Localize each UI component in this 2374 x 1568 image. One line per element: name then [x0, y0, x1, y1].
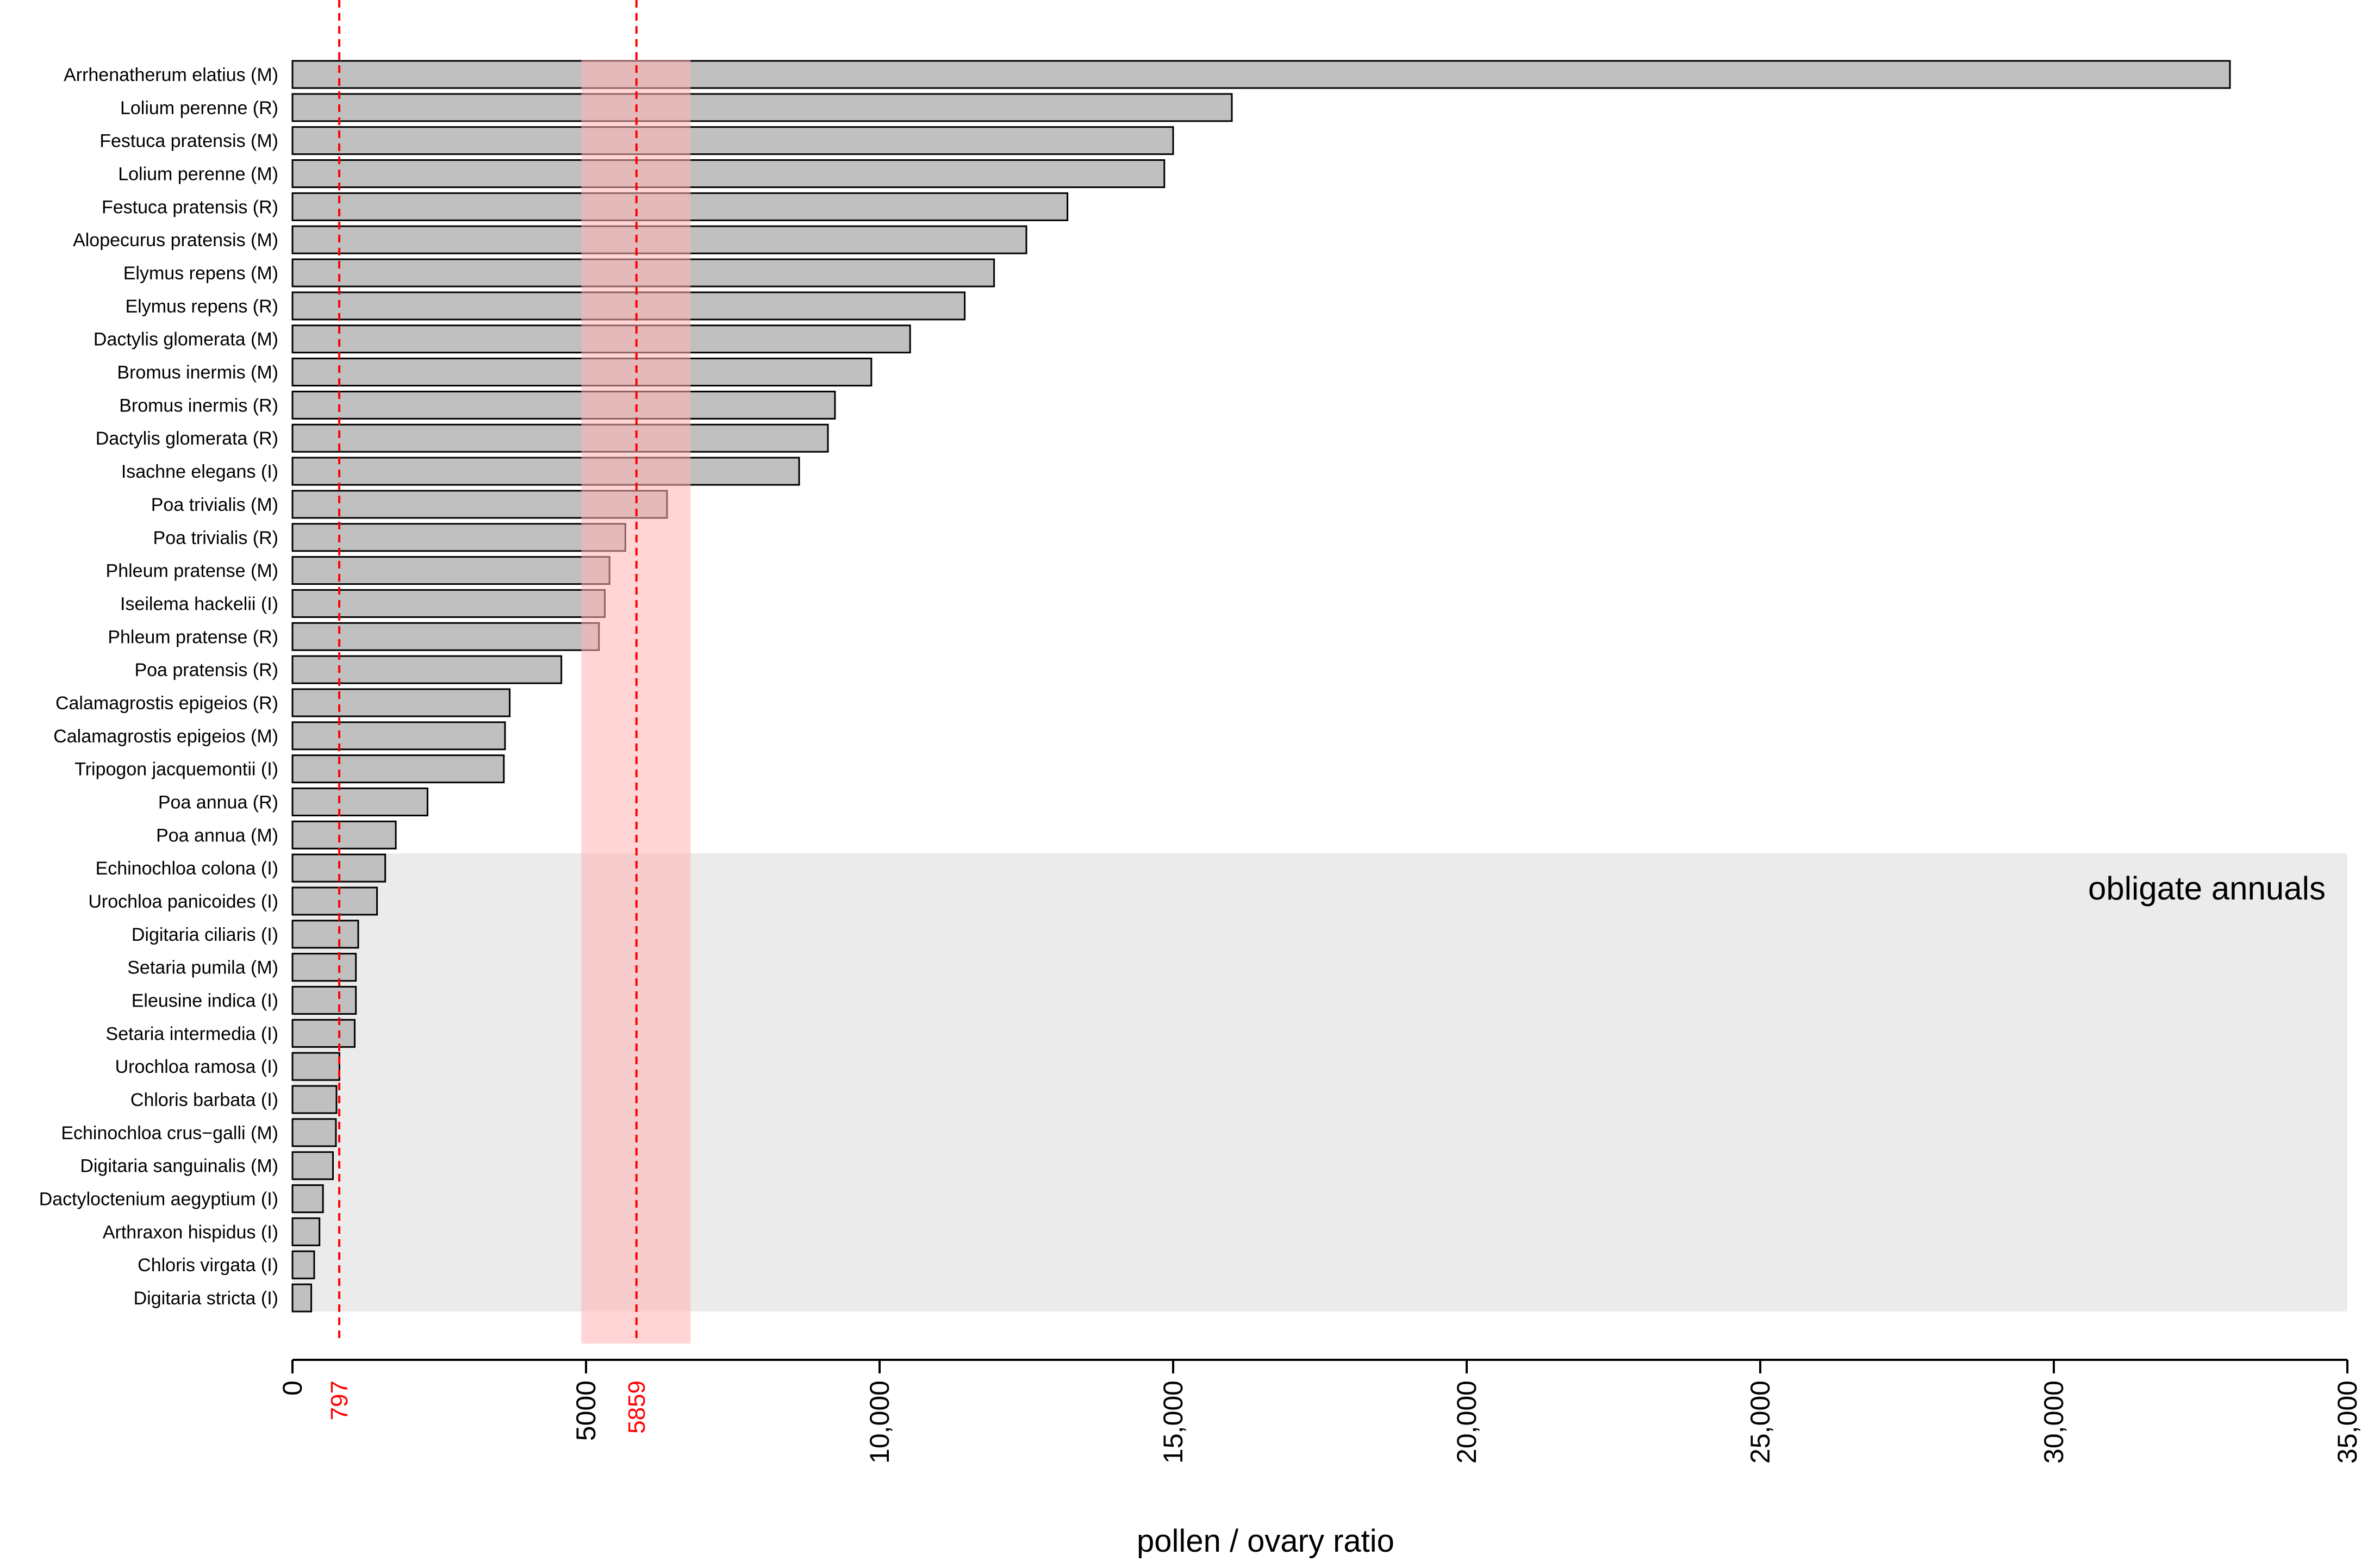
category-label: Poa trivialis (M)	[151, 495, 278, 515]
category-label: Arrhenatherum elatius (M)	[64, 65, 278, 85]
bar	[291, 820, 397, 849]
bar	[291, 423, 829, 453]
category-label: Digitaria ciliaris (I)	[132, 924, 278, 945]
bar	[291, 1283, 313, 1313]
x-tick-label: 10,000	[864, 1380, 895, 1464]
bar	[291, 655, 563, 684]
category-label: Lolium perenne (R)	[120, 98, 278, 118]
category-label: Dactylis glomerata (M)	[94, 329, 278, 350]
bar	[291, 93, 1233, 122]
category-label: Chloris barbata (I)	[130, 1090, 278, 1110]
bar	[291, 159, 1166, 189]
highlight-band	[581, 60, 691, 1344]
category-label: Urochloa panicoides (I)	[88, 891, 278, 912]
bar	[291, 1019, 356, 1048]
bar	[291, 622, 600, 651]
bar	[291, 1250, 315, 1279]
category-label: Echinochloa crus−galli (M)	[61, 1123, 278, 1144]
category-label: Urochloa ramosa (I)	[115, 1057, 278, 1077]
category-label: Alopecurus pratensis (M)	[73, 230, 278, 251]
category-label: Tripogon jacquemontii (I)	[74, 759, 278, 780]
category-label: Calamagrostis epigeios (R)	[55, 693, 278, 714]
category-label: Digitaria sanguinalis (M)	[80, 1156, 278, 1177]
bar	[291, 589, 606, 618]
reference-line-label: 5859	[624, 1380, 650, 1434]
bar	[291, 556, 610, 585]
category-label: Digitaria stricta (I)	[134, 1288, 278, 1309]
bar	[291, 886, 378, 916]
reference-line-label: 797	[326, 1380, 353, 1420]
bar	[291, 920, 359, 949]
category-label: Isachne elegans (I)	[121, 461, 278, 482]
x-tick-label: 15,000	[1158, 1380, 1188, 1464]
bar	[291, 1052, 340, 1081]
bar	[291, 390, 836, 420]
bar	[291, 523, 626, 552]
category-label: Dactylis glomerata (R)	[96, 428, 278, 449]
category-label: Phleum pratense (M)	[106, 561, 278, 582]
bar	[291, 1151, 334, 1180]
category-label: Elymus repens (M)	[123, 263, 278, 284]
bar	[291, 754, 505, 784]
category-label: Lolium perenne (M)	[118, 164, 278, 185]
category-label: Arthraxon hispidus (I)	[103, 1222, 278, 1242]
obligate-annuals-label: obligate annuals	[2088, 870, 2326, 907]
bar	[291, 787, 428, 816]
category-label: Echinochloa colona (I)	[96, 858, 278, 879]
category-label: Iseilema hackelii (I)	[120, 594, 278, 614]
category-label: Setaria intermedia (I)	[106, 1023, 278, 1044]
category-label: Poa annua (M)	[156, 825, 278, 846]
category-label: Festuca pratensis (R)	[102, 197, 278, 217]
x-tick-label: 0	[277, 1380, 308, 1396]
bar	[291, 1085, 338, 1114]
x-tick-label: 35,000	[2332, 1380, 2363, 1464]
bar	[291, 126, 1174, 155]
category-label: Eleusine indica (I)	[132, 991, 278, 1011]
bar	[291, 457, 800, 486]
category-label: Elymus repens (R)	[125, 296, 278, 317]
bar	[291, 1184, 324, 1214]
category-label: Dactyloctenium aegyptium (I)	[39, 1189, 278, 1210]
bar	[291, 1118, 337, 1147]
bar	[291, 688, 511, 717]
category-label: Calamagrostis epigeios (M)	[53, 726, 278, 747]
overlay-group	[338, 0, 691, 1344]
x-tick-label: 30,000	[2039, 1380, 2069, 1464]
category-label: Poa annua (R)	[158, 792, 278, 813]
x-tick-label: 20,000	[1451, 1380, 1482, 1464]
category-label: Phleum pratense (R)	[108, 627, 278, 647]
category-label: Chloris virgata (I)	[138, 1255, 278, 1276]
bar	[291, 986, 357, 1015]
category-label: Bromus inermis (R)	[119, 395, 278, 416]
category-label: Festuca pratensis (M)	[99, 131, 278, 152]
category-label: Poa trivialis (R)	[153, 528, 278, 548]
bar	[291, 721, 506, 751]
x-tick-label: 25,000	[1745, 1380, 1775, 1464]
category-labels: Arrhenatherum elatius (M) Lolium perenne …	[39, 65, 278, 1309]
category-label: Bromus inermis (M)	[117, 363, 278, 383]
category-label: Setaria pumila (M)	[127, 958, 278, 978]
category-label: Poa pratensis (R)	[134, 660, 278, 680]
x-axis: 0 5000 10,000 15,000 20,000 25,000 30,000 35,00…	[277, 1359, 2363, 1464]
bar	[291, 953, 357, 982]
x-tick-label: 5000	[571, 1380, 601, 1441]
bar	[291, 1217, 321, 1246]
x-axis-title: pollen / ovary ratio	[1137, 1523, 1394, 1559]
